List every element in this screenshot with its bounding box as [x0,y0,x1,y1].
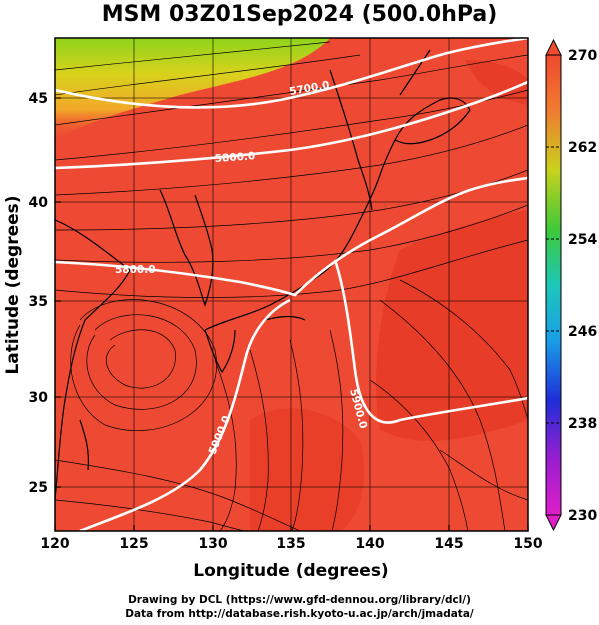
colorbar-upper-arrow [545,38,562,56]
contour-5900-east [333,259,528,424]
x-tick-label: 150 [513,536,542,552]
streamline [55,459,301,531]
russia-coast [329,69,373,211]
cyclone-streamline [70,299,217,431]
colorbar-tick-label: 246 [568,324,597,340]
streamline [249,349,269,531]
contour-5800-north [55,80,528,170]
streamline [55,41,331,71]
streamline [55,124,528,196]
contour-label: 5800.0 [214,150,255,165]
colorbar-body [545,54,562,516]
kyushu [204,329,236,374]
streamline [399,279,528,421]
x-tick-label: 120 [40,536,69,552]
cold-region [55,38,330,140]
temperature-field [55,38,528,531]
tick-marks [54,97,529,531]
contour-5800-south [55,176,528,297]
contour-5900-west [79,298,291,531]
colorbar-lower-arrow [545,514,562,532]
x-tick-label: 125 [119,536,148,552]
sakhalin [399,49,431,96]
height-contours [55,38,528,531]
credit-drawing: Drawing by DCL (https://www.gfd-dennou.o… [128,594,471,606]
streamline [55,239,528,298]
china-coast [55,219,131,501]
x-tick-label: 145 [434,536,463,552]
streamline [55,54,361,96]
y-tick-labels: 45 40 35 30 25 [29,91,49,496]
streamline [55,499,246,531]
hokkaido [394,97,471,145]
streamline [329,329,344,531]
x-axis-label: Longitude (degrees) [193,561,388,581]
contour-label: 5800.0 [115,264,156,276]
x-tick-label: 140 [355,536,384,552]
x-tick-labels: 120 125 130 135 140 145 150 [40,536,542,552]
streamline [289,339,304,531]
y-tick-label: 25 [29,480,48,496]
y-axis-label: Latitude (degrees) [3,195,23,374]
colorbar-tick-label: 230 [568,508,597,524]
colorbar-tick-label: 254 [568,232,597,248]
streamline [379,299,506,531]
map-title: MSM 03Z01Sep2024 (500.0hPa) [101,2,498,27]
streamline [369,379,469,531]
x-tick-label: 130 [198,536,227,552]
warm-core-east [376,210,528,441]
cyclone-streamline [86,314,197,410]
y-tick-label: 30 [29,390,49,406]
contour-5700 [55,38,528,109]
shikoku [264,316,306,321]
colorbar-tick-label: 270 [568,48,597,64]
warm-core-south [250,408,364,531]
cyclone-streamline [105,329,176,389]
y-tick-label: 40 [29,195,49,211]
colorbar: 270 262 254 246 238 230 [545,38,597,532]
colorbar-tick-label: 238 [568,416,597,432]
korean-peninsula [159,189,214,307]
colorbar-tick-label: 262 [568,140,597,156]
streamline [439,449,528,501]
streamline [214,359,237,531]
y-tick-label: 35 [29,294,48,310]
credit-data: Data from http://database.rish.kyoto-u.a… [125,608,474,620]
x-tick-label: 135 [276,536,305,552]
y-tick-label: 45 [29,91,48,107]
